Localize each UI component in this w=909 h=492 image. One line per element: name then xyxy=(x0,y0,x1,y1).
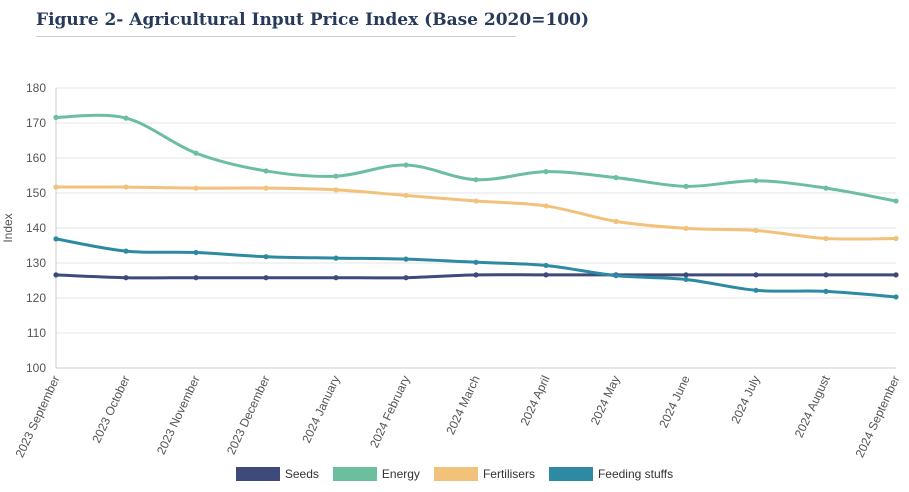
data-point-fertilisers xyxy=(53,184,59,190)
y-tick-label: 140 xyxy=(26,221,46,235)
x-tick-label: 2024 June xyxy=(656,373,693,430)
data-point-seeds xyxy=(193,275,199,281)
legend-label: Fertilisers xyxy=(482,467,535,481)
legend-item-seeds[interactable]: Seeds xyxy=(235,467,319,481)
x-tick-label: 2024 September xyxy=(853,373,903,459)
series-line-fertilisers xyxy=(54,185,898,241)
legend-swatch xyxy=(548,467,593,481)
legend-swatch xyxy=(433,467,478,481)
chart-title: Figure 2- Agricultural Input Price Index… xyxy=(36,10,589,30)
chart-legend: Seeds Energy Fertilisers Feeding stuffs xyxy=(0,467,909,481)
data-point-fertilisers xyxy=(193,185,199,191)
data-point-seeds xyxy=(333,275,339,281)
data-point-feeding-stuffs xyxy=(193,249,199,256)
data-point-fertilisers xyxy=(543,203,549,209)
x-tick-label: 2023 October xyxy=(89,373,132,445)
y-tick-label: 160 xyxy=(26,151,46,165)
x-tick-label: 2024 March xyxy=(443,373,482,436)
x-tick-label: 2024 April xyxy=(517,373,552,427)
x-tick-label: 2024 February xyxy=(367,373,413,450)
data-point-fertilisers xyxy=(263,185,269,191)
legend-label: Feeding stuffs xyxy=(597,467,674,481)
data-point-seeds xyxy=(753,272,759,278)
data-point-fertilisers xyxy=(753,227,759,234)
data-point-fertilisers xyxy=(473,198,479,204)
data-point-energy xyxy=(263,168,269,174)
y-tick-label: 100 xyxy=(26,361,46,375)
data-point-fertilisers xyxy=(123,184,129,190)
data-point-energy xyxy=(473,177,479,183)
data-point-energy xyxy=(403,162,409,168)
data-point-energy xyxy=(53,114,59,120)
y-tick-label: 170 xyxy=(26,116,46,130)
y-axis-title: Index xyxy=(1,213,15,242)
data-point-feeding-stuffs xyxy=(123,248,129,254)
data-point-seeds xyxy=(823,272,829,278)
data-point-feeding-stuffs xyxy=(823,288,829,294)
y-tick-label: 130 xyxy=(26,256,46,270)
data-point-energy xyxy=(893,198,899,204)
data-point-feeding-stuffs xyxy=(263,254,269,260)
data-point-energy xyxy=(613,175,619,181)
data-point-seeds xyxy=(543,272,549,278)
legend-label: Energy xyxy=(381,467,420,481)
legend-item-feeding-stuffs[interactable]: Feeding stuffs xyxy=(548,467,674,481)
data-point-energy xyxy=(333,173,339,179)
data-point-seeds xyxy=(893,272,899,278)
series-line-feeding-stuffs xyxy=(54,237,898,299)
y-tick-label: 150 xyxy=(26,186,46,200)
x-tick-label: 2024 July xyxy=(728,373,762,425)
data-point-fertilisers xyxy=(823,235,829,242)
legend-label: Seeds xyxy=(284,467,319,481)
data-point-energy xyxy=(823,185,829,191)
data-point-fertilisers xyxy=(683,225,689,231)
y-tick-label: 120 xyxy=(26,291,46,305)
data-point-fertilisers xyxy=(333,187,339,193)
title-underline xyxy=(36,36,516,37)
y-tick-label: 110 xyxy=(27,326,46,340)
data-point-fertilisers xyxy=(613,218,619,224)
legend-swatch xyxy=(235,467,280,481)
data-point-seeds xyxy=(263,275,269,281)
data-point-seeds xyxy=(403,275,409,281)
data-point-feeding-stuffs xyxy=(893,294,899,300)
legend-swatch xyxy=(332,467,377,481)
x-tick-label: 2023 December xyxy=(224,373,273,456)
data-point-feeding-stuffs xyxy=(53,236,59,242)
data-point-seeds xyxy=(473,272,479,278)
data-point-seeds xyxy=(683,272,689,278)
y-tick-label: 180 xyxy=(26,81,46,95)
legend-item-fertilisers[interactable]: Fertilisers xyxy=(433,467,535,481)
data-point-feeding-stuffs xyxy=(683,276,689,283)
data-point-energy xyxy=(123,115,129,121)
data-point-feeding-stuffs xyxy=(753,287,759,293)
data-point-energy xyxy=(753,178,759,184)
x-tick-label: 2024 January xyxy=(299,373,342,445)
data-point-fertilisers xyxy=(403,192,409,199)
legend-item-energy[interactable]: Energy xyxy=(332,467,420,481)
data-point-seeds xyxy=(123,275,129,281)
data-point-feeding-stuffs xyxy=(613,273,619,279)
x-tick-label: 2024 May xyxy=(588,373,623,427)
data-point-fertilisers xyxy=(893,235,899,242)
data-point-feeding-stuffs xyxy=(333,255,339,261)
x-tick-label: 2023 September xyxy=(13,373,63,459)
data-point-energy xyxy=(193,150,199,156)
data-point-feeding-stuffs xyxy=(543,262,549,269)
data-point-feeding-stuffs xyxy=(473,259,479,265)
x-tick-label: 2024 August xyxy=(792,373,833,440)
data-point-feeding-stuffs xyxy=(403,256,409,262)
data-point-energy xyxy=(543,169,549,175)
data-point-energy xyxy=(683,183,689,189)
x-tick-label: 2023 November xyxy=(154,373,203,456)
data-point-seeds xyxy=(53,272,59,278)
